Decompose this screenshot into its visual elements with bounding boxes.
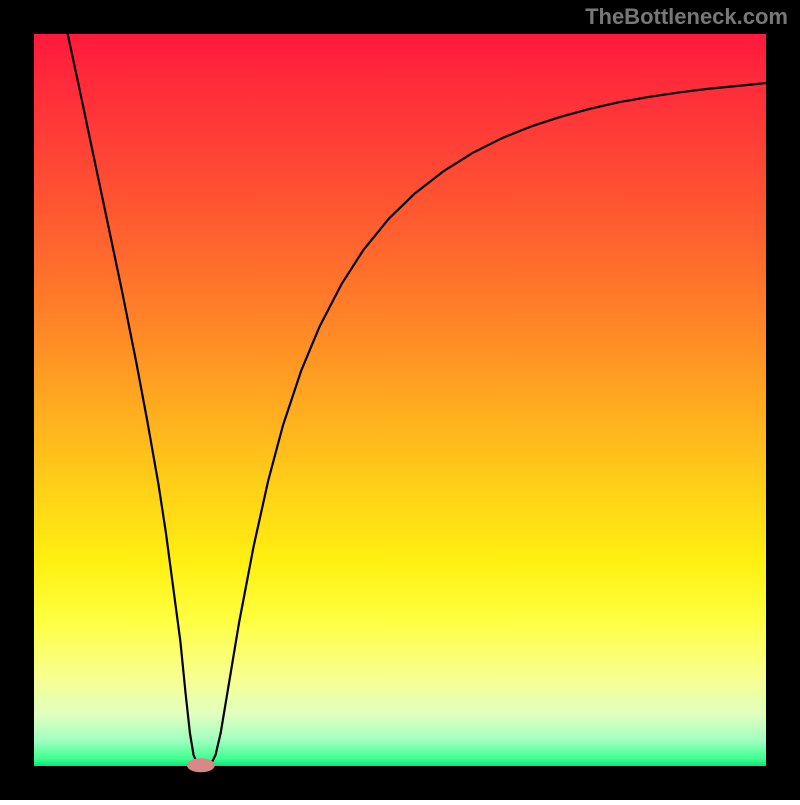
optimal-point-marker [187,758,215,772]
watermark-text: TheBottleneck.com [585,4,788,30]
bottleneck-chart [0,0,800,800]
chart-container: TheBottleneck.com [0,0,800,800]
